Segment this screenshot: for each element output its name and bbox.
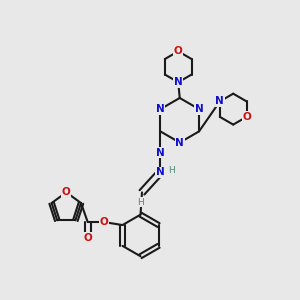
Text: N: N [215,96,224,106]
Text: O: O [242,112,251,122]
Text: N: N [174,77,183,87]
Text: O: O [83,232,92,242]
Text: H: H [137,198,144,207]
Text: O: O [62,188,71,197]
Text: H: H [168,166,175,175]
Text: N: N [156,167,165,177]
Text: O: O [100,217,108,227]
Text: O: O [174,46,183,56]
Text: N: N [156,104,165,114]
Text: N: N [175,138,184,148]
Text: N: N [156,148,165,158]
Text: N: N [195,104,203,114]
